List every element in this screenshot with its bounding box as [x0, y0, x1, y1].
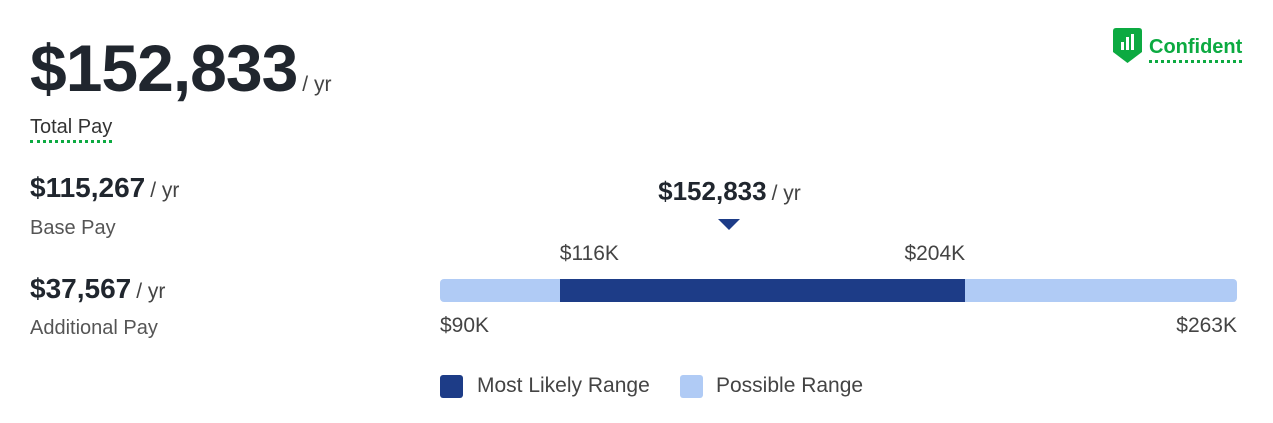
legend-possible: Possible Range — [716, 374, 864, 397]
additional-pay-row: $37,567/ yr — [30, 273, 165, 305]
total-pay-unit: / yr — [302, 73, 332, 96]
most-likely-range-bar — [559, 279, 966, 302]
total-pay-label[interactable]: Total Pay — [30, 116, 113, 143]
range-tick-label: $263K — [1176, 314, 1237, 337]
legend-swatch-possible — [680, 375, 703, 398]
additional-pay-amount: $37,567 — [30, 273, 132, 304]
legend-most-likely: Most Likely Range — [477, 374, 650, 397]
range-tick-label: $204K — [904, 242, 966, 265]
marker-unit: / yr — [771, 182, 801, 205]
base-pay-row: $115,267/ yr — [30, 172, 179, 204]
confidence-icon — [1113, 28, 1142, 63]
confidence-label[interactable]: Confident — [1149, 36, 1243, 63]
base-pay-label: Base Pay — [30, 217, 116, 239]
marker-triangle — [718, 219, 741, 230]
base-pay-unit: / yr — [150, 179, 180, 202]
marker-amount: $152,833 — [658, 176, 767, 206]
total-pay-row: $152,833/ yr — [30, 30, 331, 106]
total-pay-amount: $152,833 — [30, 31, 298, 105]
additional-pay-label: Additional Pay — [30, 317, 158, 339]
base-pay-amount: $115,267 — [30, 172, 146, 203]
range-tick-label: $116K — [559, 242, 619, 265]
additional-pay-unit: / yr — [136, 280, 166, 303]
legend-swatch-most-likely — [440, 375, 463, 398]
range-tick-label: $90K — [440, 314, 490, 337]
marker-label-row: $152,833/ yr — [658, 176, 801, 207]
